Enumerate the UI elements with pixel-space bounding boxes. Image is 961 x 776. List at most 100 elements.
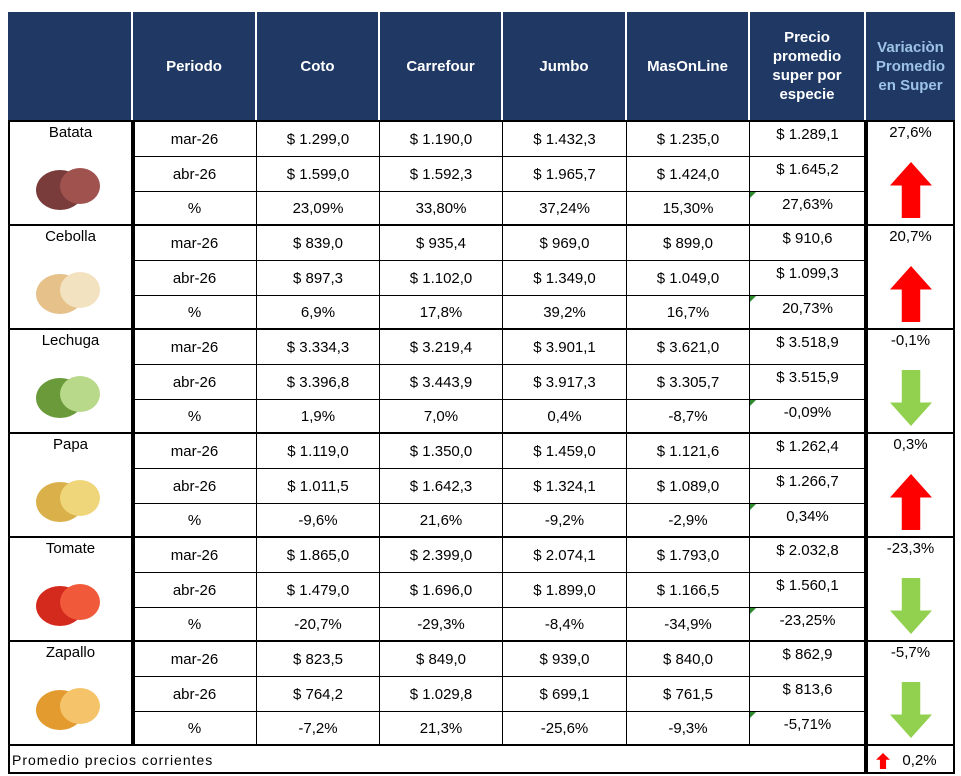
price-cell: $ 3.917,3 bbox=[503, 365, 627, 400]
price-cell: 20,73% bbox=[750, 296, 866, 330]
footer-arrow bbox=[876, 753, 890, 769]
price-cell: $ 1.432,3 bbox=[503, 122, 627, 157]
price-cell: $ 1.642,3 bbox=[380, 469, 503, 504]
price-cell: -34,9% bbox=[627, 608, 750, 642]
header-corner bbox=[8, 12, 133, 120]
price-cell: 17,8% bbox=[380, 296, 503, 330]
price-cell: -29,3% bbox=[380, 608, 503, 642]
column-header: Coto bbox=[257, 12, 380, 120]
variation: -5,7% bbox=[890, 644, 931, 661]
price-cell: $ 1.865,0 bbox=[257, 538, 380, 573]
period-cell: abr-26 bbox=[133, 677, 257, 712]
period-cell: abr-26 bbox=[133, 469, 257, 504]
cell-marker bbox=[750, 296, 756, 302]
price-cell: 16,7% bbox=[627, 296, 750, 330]
price-cell: $ 764,2 bbox=[257, 677, 380, 712]
price-cell: -2,9% bbox=[627, 504, 750, 538]
column-header: MasOnLine bbox=[627, 12, 750, 120]
price-cell: -20,7% bbox=[257, 608, 380, 642]
price-cell: $ 1.119,0 bbox=[257, 434, 380, 469]
price-cell: 21,3% bbox=[380, 712, 503, 746]
period-cell: mar-26 bbox=[133, 642, 257, 677]
price-cell: $ 3.443,9 bbox=[380, 365, 503, 400]
period-cell: % bbox=[133, 400, 257, 434]
price-cell: $ 1.350,0 bbox=[380, 434, 503, 469]
column-header: Precio promedio super por especie bbox=[750, 12, 866, 120]
price-cell: $ 823,5 bbox=[257, 642, 380, 677]
price-cell: 7,0% bbox=[380, 400, 503, 434]
price-cell: $ 1.099,3 bbox=[750, 261, 866, 296]
price-cell: $ 839,0 bbox=[257, 226, 380, 261]
column-header: Jumbo bbox=[503, 12, 627, 120]
price-cell: -9,2% bbox=[503, 504, 627, 538]
period-cell: mar-26 bbox=[133, 226, 257, 261]
price-cell: $ 3.515,9 bbox=[750, 365, 866, 400]
price-cell: $ 1.089,0 bbox=[627, 469, 750, 504]
price-cell: -25,6% bbox=[503, 712, 627, 746]
price-cell: $ 699,1 bbox=[503, 677, 627, 712]
price-cell: $ 1.324,1 bbox=[503, 469, 627, 504]
product-name: Cebolla bbox=[45, 228, 96, 245]
price-cell: $ 849,0 bbox=[380, 642, 503, 677]
product-image bbox=[36, 168, 100, 210]
period-cell: abr-26 bbox=[133, 365, 257, 400]
price-cell: $ 1.793,0 bbox=[627, 538, 750, 573]
price-cell: 0,34% bbox=[750, 504, 866, 538]
period-cell: % bbox=[133, 712, 257, 746]
price-cell: $ 1.899,0 bbox=[503, 573, 627, 608]
price-cell: $ 939,0 bbox=[503, 642, 627, 677]
price-cell: $ 3.396,8 bbox=[257, 365, 380, 400]
price-cell: $ 910,6 bbox=[750, 226, 866, 261]
footer-label: Promedio precios corrientes bbox=[12, 752, 214, 768]
price-cell: 23,09% bbox=[257, 192, 380, 226]
price-cell: $ 1.965,7 bbox=[503, 157, 627, 192]
variation: -23,3% bbox=[886, 540, 935, 557]
price-cell: $ 1.011,5 bbox=[257, 469, 380, 504]
product-image bbox=[36, 480, 100, 522]
price-cell: $ 2.032,8 bbox=[750, 538, 866, 573]
price-cell: $ 1.696,0 bbox=[380, 573, 503, 608]
price-cell: $ 1.599,0 bbox=[257, 157, 380, 192]
price-cell: $ 1.479,0 bbox=[257, 573, 380, 608]
price-cell: $ 3.621,0 bbox=[627, 330, 750, 365]
period-cell: abr-26 bbox=[133, 261, 257, 296]
price-cell: $ 1.459,0 bbox=[503, 434, 627, 469]
period-cell: mar-26 bbox=[133, 330, 257, 365]
price-cell: $ 1.424,0 bbox=[627, 157, 750, 192]
cell-marker bbox=[750, 608, 756, 614]
variation: 0,3% bbox=[893, 436, 928, 453]
price-cell: $ 2.399,0 bbox=[380, 538, 503, 573]
period-cell: mar-26 bbox=[133, 538, 257, 573]
price-cell: $ 969,0 bbox=[503, 226, 627, 261]
price-cell: $ 1.349,0 bbox=[503, 261, 627, 296]
product-name: Papa bbox=[52, 436, 89, 453]
cell-marker bbox=[750, 400, 756, 406]
price-cell: $ 1.190,0 bbox=[380, 122, 503, 157]
price-cell: -5,71% bbox=[750, 712, 866, 746]
arrow-up bbox=[890, 266, 932, 322]
product-name: Lechuga bbox=[41, 332, 100, 349]
arrow-up bbox=[890, 162, 932, 218]
variation: 27,6% bbox=[889, 124, 932, 141]
product-name: Tomate bbox=[45, 540, 96, 557]
footer-variation: 0,2% bbox=[902, 751, 937, 769]
price-cell: $ 1.266,7 bbox=[750, 469, 866, 504]
arrow-down bbox=[890, 682, 932, 738]
price-cell: $ 1.592,3 bbox=[380, 157, 503, 192]
arrow-up bbox=[890, 474, 932, 530]
price-cell: $ 813,6 bbox=[750, 677, 866, 712]
price-cell: -0,09% bbox=[750, 400, 866, 434]
price-cell: 6,9% bbox=[257, 296, 380, 330]
price-cell: 21,6% bbox=[380, 504, 503, 538]
product-name: Batata bbox=[48, 124, 93, 141]
price-cell: $ 3.518,9 bbox=[750, 330, 866, 365]
period-cell: % bbox=[133, 296, 257, 330]
product-image bbox=[36, 584, 100, 626]
price-cell: $ 1.235,0 bbox=[627, 122, 750, 157]
column-header: Carrefour bbox=[380, 12, 503, 120]
cell-marker bbox=[750, 504, 756, 510]
price-cell: -8,4% bbox=[503, 608, 627, 642]
period-cell: mar-26 bbox=[133, 122, 257, 157]
price-cell: -23,25% bbox=[750, 608, 866, 642]
